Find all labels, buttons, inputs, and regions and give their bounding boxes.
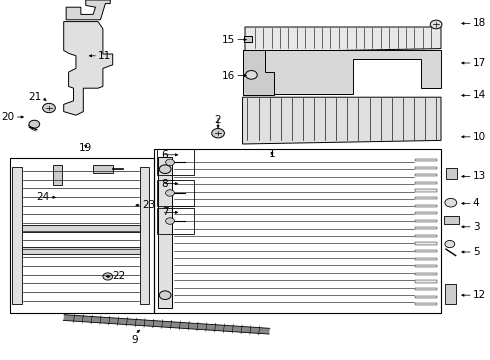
Bar <box>415 303 437 305</box>
Bar <box>154 149 441 313</box>
Circle shape <box>29 120 40 128</box>
Text: 8: 8 <box>162 179 169 189</box>
Bar <box>415 189 437 192</box>
Text: 14: 14 <box>473 90 486 100</box>
Circle shape <box>103 273 113 280</box>
Circle shape <box>212 129 224 138</box>
Bar <box>415 174 437 176</box>
Text: 13: 13 <box>473 171 486 181</box>
Bar <box>22 247 140 254</box>
Bar <box>12 167 22 304</box>
Bar <box>415 250 437 252</box>
Text: 12: 12 <box>473 290 486 300</box>
Bar <box>415 258 437 260</box>
Bar <box>157 180 194 206</box>
Text: 23: 23 <box>142 200 155 210</box>
Polygon shape <box>243 50 274 95</box>
Bar <box>415 243 437 245</box>
Bar <box>445 284 456 304</box>
Text: 20: 20 <box>1 112 15 122</box>
Bar <box>22 225 140 232</box>
Bar <box>158 157 172 308</box>
Bar <box>415 167 437 169</box>
Polygon shape <box>243 97 441 144</box>
Bar <box>415 273 437 275</box>
Bar <box>415 296 437 298</box>
Bar <box>444 216 459 224</box>
Bar <box>446 168 457 179</box>
Bar <box>415 288 437 290</box>
Text: 6: 6 <box>162 150 169 160</box>
Bar <box>93 165 113 173</box>
Text: 2: 2 <box>215 115 221 125</box>
Bar <box>415 265 437 267</box>
Text: 11: 11 <box>98 51 111 61</box>
Text: 24: 24 <box>36 192 49 202</box>
Text: 18: 18 <box>473 18 486 28</box>
Circle shape <box>445 198 457 207</box>
Text: 5: 5 <box>473 247 480 257</box>
Circle shape <box>166 190 174 196</box>
Bar <box>415 182 437 184</box>
Text: 15: 15 <box>222 35 235 45</box>
Circle shape <box>159 291 171 300</box>
Bar <box>140 167 149 304</box>
Bar <box>53 165 62 185</box>
Polygon shape <box>66 0 110 20</box>
Polygon shape <box>64 22 113 115</box>
Bar <box>10 158 154 313</box>
Text: 21: 21 <box>28 92 42 102</box>
Bar <box>157 208 194 234</box>
Bar <box>157 149 194 175</box>
Polygon shape <box>243 50 441 94</box>
Circle shape <box>430 20 442 29</box>
Bar <box>415 159 437 161</box>
Bar <box>415 227 437 229</box>
Circle shape <box>166 159 174 166</box>
Circle shape <box>245 71 257 79</box>
Bar <box>415 204 437 207</box>
Polygon shape <box>245 27 441 52</box>
Text: 16: 16 <box>222 71 235 81</box>
Circle shape <box>166 218 174 224</box>
Circle shape <box>43 103 55 113</box>
Circle shape <box>159 165 171 174</box>
Bar <box>244 36 252 42</box>
Polygon shape <box>63 315 270 334</box>
Text: 4: 4 <box>473 198 480 208</box>
Bar <box>415 212 437 214</box>
Circle shape <box>445 240 455 248</box>
Text: 7: 7 <box>162 207 169 217</box>
Text: 22: 22 <box>113 271 126 282</box>
Text: 3: 3 <box>473 222 480 232</box>
Bar <box>415 280 437 283</box>
Bar <box>415 220 437 222</box>
Text: 10: 10 <box>473 132 486 142</box>
Text: 17: 17 <box>473 58 486 68</box>
Bar <box>415 197 437 199</box>
Text: 19: 19 <box>79 143 93 153</box>
Text: 1: 1 <box>269 149 275 159</box>
Text: 9: 9 <box>131 335 138 345</box>
Bar <box>415 235 437 237</box>
